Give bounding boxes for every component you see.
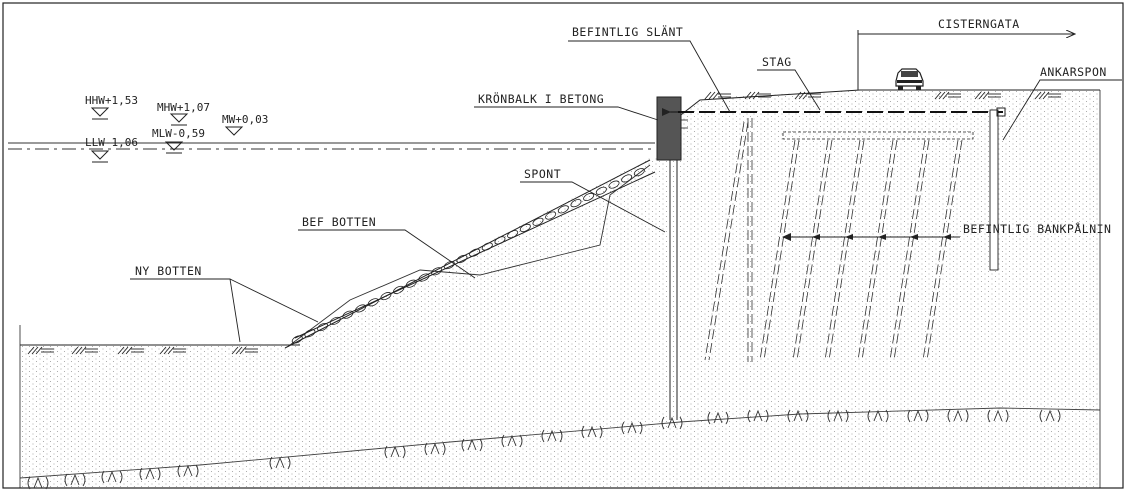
label-befintlig-bankpalning: BEFINTLIG BANKPÅLNIN [963, 221, 1111, 236]
existing-bank-piles [704, 118, 963, 362]
moraine-symbol [747, 409, 769, 423]
label-bef-botten: BEF BOTTEN [302, 215, 376, 229]
moraine-symbol [384, 445, 406, 459]
moraine-symbol [581, 425, 603, 439]
moraine-symbol [1039, 409, 1061, 423]
ground-hatching [27, 91, 1061, 355]
moraine-symbol [621, 421, 643, 435]
moraine-symbol [139, 467, 161, 481]
moraine-symbol [27, 476, 49, 490]
sheet-pile-wall [669, 160, 678, 420]
level-mw-symbol [224, 126, 244, 136]
label-ny-botten: NY BOTTEN [135, 264, 202, 278]
label-ankarspont: ANKARSPON [1040, 65, 1107, 79]
leader-befintlig-slant [568, 40, 731, 113]
moraine-symbol [707, 411, 729, 425]
moraine-symbol [269, 456, 291, 470]
moraine-symbol [424, 442, 446, 456]
moraine-symbol [461, 438, 483, 452]
moraine-symbol [907, 409, 929, 423]
label-befintlig-slant: BEFINTLIG SLÄNT [572, 24, 683, 39]
level-hhw-symbol [90, 107, 110, 120]
level-mhw: MHW+1,07 [157, 101, 210, 114]
moraine-symbol [947, 409, 969, 423]
moraine-symbol [501, 434, 523, 448]
moraine-symbol [987, 409, 1009, 423]
moraine-symbol [867, 409, 889, 423]
leader-bef-botten [298, 229, 476, 279]
rock-boundary [19, 407, 1101, 479]
level-mlw: MLW-0,59 [152, 127, 205, 140]
anchor-sheet-pile [989, 109, 999, 271]
leader-kronbalk [474, 106, 659, 121]
soil-mass [20, 90, 1100, 488]
moraine-symbol [64, 473, 86, 487]
existing-bottom-profile [289, 164, 651, 346]
water-level-markers: HHW+1,53 MHW+1,07 MW+0,03 LLW-1,06 MLW-0… [85, 94, 268, 163]
leader-stag [757, 69, 821, 111]
leader-ankarspont [1002, 79, 1122, 141]
moraine-symbol [827, 409, 849, 423]
label-kronbalk: KRÖNBALK I BETONG [478, 90, 604, 106]
level-mlw-symbol [164, 141, 184, 154]
leader-ny-botten-1 [130, 278, 241, 343]
moraine-symbol [661, 416, 683, 430]
relieving-platform [782, 131, 974, 140]
leader-ny-botten-2 [229, 278, 319, 323]
level-mhw-symbol [169, 113, 189, 126]
label-cisterngata: CISTERNGATA [938, 17, 1020, 31]
label-spont: SPONT [524, 167, 561, 181]
leader-spont [520, 181, 666, 233]
moraine-symbols [27, 409, 1061, 490]
car-icon [895, 68, 924, 90]
level-mw: MW+0,03 [222, 113, 268, 126]
moraine-symbol [787, 409, 809, 423]
level-hhw: HHW+1,53 [85, 94, 138, 107]
moraine-symbol [177, 464, 199, 478]
moraine-symbol [541, 429, 563, 443]
moraine-symbol [101, 470, 123, 484]
label-stag: STAG [762, 55, 792, 69]
tie-rod-anchor-plate [996, 107, 1006, 117]
level-llw-symbol [90, 150, 110, 163]
water-surface [8, 142, 655, 150]
crown-beam-concrete [656, 96, 682, 161]
level-llw: LLW-1,06 [85, 136, 138, 149]
